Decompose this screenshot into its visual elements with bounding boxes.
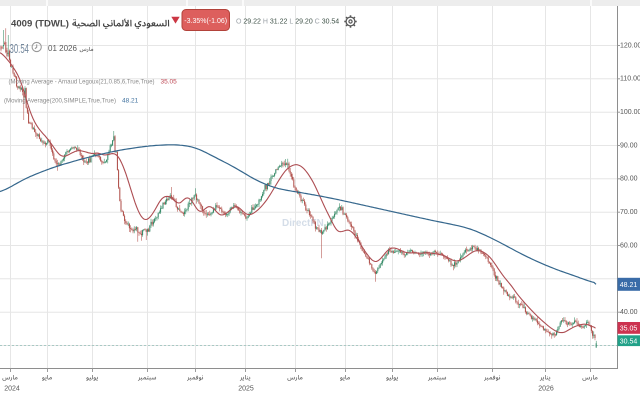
svg-text:110.00: 110.00	[620, 76, 640, 83]
svg-text:2026: 2026	[538, 386, 554, 393]
svg-text:4009 (TDWL): 4009 (TDWL)	[11, 19, 69, 30]
svg-text:48.21: 48.21	[620, 282, 638, 289]
svg-text:(Moving Average - Arnaud Legou: (Moving Average - Arnaud Legoux(21,0.85,…	[9, 78, 155, 85]
svg-text:40.00: 40.00	[620, 309, 638, 316]
svg-text:O 29.22 H 31.22 L 29.20 C 30.5: O 29.22 H 31.22 L 29.20 C 30.54	[236, 19, 339, 26]
svg-text:35.05: 35.05	[620, 326, 638, 333]
svg-text:100.00: 100.00	[620, 109, 640, 116]
svg-text:01 2026: 01 2026	[48, 44, 77, 53]
svg-text:(Moving Average(200,SIMPLE,Tru: (Moving Average(200,SIMPLE,True,True)	[4, 97, 116, 104]
svg-text:35.05: 35.05	[161, 78, 178, 85]
svg-text:48.21: 48.21	[122, 97, 139, 104]
svg-text:DirectFN: DirectFN	[282, 218, 324, 229]
svg-text:2025: 2025	[238, 386, 254, 393]
svg-text:70.00: 70.00	[620, 209, 638, 216]
svg-text:2024: 2024	[4, 386, 20, 393]
svg-text:60.00: 60.00	[620, 242, 638, 249]
svg-text:90.00: 90.00	[620, 142, 638, 149]
svg-text:30.54: 30.54	[10, 42, 30, 56]
svg-text:80.00: 80.00	[620, 176, 638, 183]
svg-text:30.54: 30.54	[620, 339, 638, 346]
svg-text:-3.35%(-1.06): -3.35%(-1.06)	[184, 18, 227, 25]
svg-text:120.00: 120.00	[620, 42, 640, 49]
